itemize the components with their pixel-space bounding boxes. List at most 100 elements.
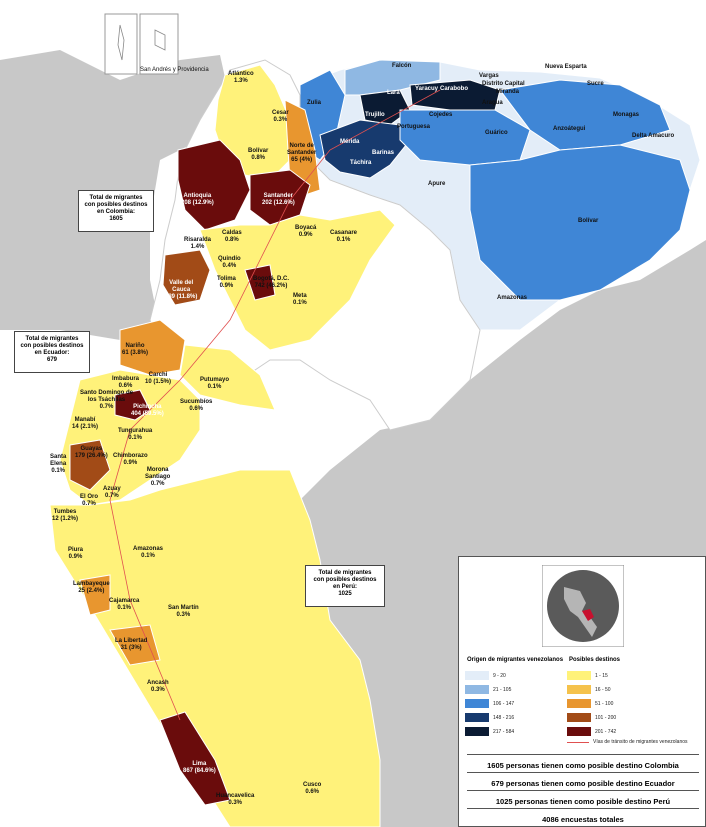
swatch-origin-2-label: 21 - 105 xyxy=(493,687,512,693)
lima-region xyxy=(159,711,231,806)
inset-providencia xyxy=(139,13,179,75)
label-manabi: Manabí 14 (2.1%) xyxy=(72,417,99,430)
label-azuay: Azuay 0.7% xyxy=(103,486,121,499)
label-trujillo: Trujillo xyxy=(365,112,385,118)
swatch-destination-3-label: 51 - 100 xyxy=(595,701,614,707)
swatch-origin-3-label: 106 - 147 xyxy=(493,701,515,707)
swatch-origin-1-label: 9 - 20 xyxy=(493,673,506,679)
label-amazonas-pe: Amazonas 0.1% xyxy=(133,546,164,559)
swatch-destination-5 xyxy=(567,727,591,736)
label-piura: Piura 0.9% xyxy=(68,547,84,560)
legend: Origen de migrantes venezolanos Posibles… xyxy=(458,556,706,827)
swatch-destination-4 xyxy=(567,713,591,722)
swatch-destination-1-label: 1 - 15 xyxy=(595,673,608,679)
label-bogota: Bogotá, D.C. 742 (46.2%) xyxy=(253,276,289,289)
label-sucumbios: Sucumbíos 0.6% xyxy=(180,399,213,412)
label-portuguesa: Portuguesa xyxy=(397,124,431,130)
peru-region xyxy=(49,469,381,827)
migration-route-2 xyxy=(329,89,441,151)
label-lima: Lima 867 (84.6%) xyxy=(183,761,216,774)
label-apure: Apure xyxy=(428,181,446,187)
label-huancavelica: Huancavelica 0.3% xyxy=(216,793,255,806)
label-monagas: Monagas xyxy=(613,112,640,118)
label-distrito-capital: Distrito Capital xyxy=(482,81,525,87)
summary-total: 4086 encuestas totales xyxy=(467,808,699,824)
label-putumayo: Putumayo 0.1% xyxy=(200,377,230,390)
total-text-colombia: Total de migrantes con posibles destinos… xyxy=(84,195,148,222)
label-lambayeque: Lambayeque 25 (2.4%) xyxy=(73,581,110,594)
label-santander: Santander 202 (12.6%) xyxy=(262,193,295,206)
label-lara: Lara xyxy=(387,90,400,96)
label-yaracuy: Yaracuy xyxy=(415,86,439,92)
label-cojedes: Cojedes xyxy=(429,112,453,118)
total-box-peru: Total de migrantes con posibles destinos… xyxy=(305,565,385,607)
label-tachira: Táchira xyxy=(350,160,372,166)
label-ancash: Ancash 0.3% xyxy=(147,680,169,693)
label-atlantico: Atlántico 1.3% xyxy=(228,71,254,84)
inset-label: San Andrés y Providencia xyxy=(140,67,209,73)
swatch-origin-4 xyxy=(465,713,489,722)
bolivar-ve-region xyxy=(469,144,691,301)
label-guayas: Guayas 179 (26.4%) xyxy=(75,446,108,459)
norte-santander-region xyxy=(284,99,321,196)
label-valle: Valle del Cauca 189 (11.8%) xyxy=(165,280,198,300)
total-box-colombia: Total de migrantes con posibles destinos… xyxy=(78,190,154,232)
route-line-label: Vías de tránsito de migrantes venezolano… xyxy=(593,739,688,745)
swatch-origin-1 xyxy=(465,671,489,680)
label-tumbes: Tumbes 12 (1.2%) xyxy=(52,509,79,522)
label-guarico: Guárico xyxy=(485,130,508,136)
swatch-origin-3 xyxy=(465,699,489,708)
label-falcon: Falcón xyxy=(392,63,412,69)
label-pichincha: Pichincha 404 (59.5%) xyxy=(131,404,164,417)
label-anzoategui: Anzoátegui xyxy=(553,126,586,132)
label-casanare: Casanare 0.1% xyxy=(330,230,358,243)
globe-locator xyxy=(542,565,624,647)
swatch-destination-1 xyxy=(567,671,591,680)
narino-region xyxy=(119,319,186,376)
pichincha-region xyxy=(114,389,151,421)
label-la-libertad: La Libertad 31 (3%) xyxy=(115,638,148,651)
label-amazonas-ve: Amazonas xyxy=(497,295,528,301)
label-morona: Morona Santiago 0.7% xyxy=(145,467,171,487)
label-cesar: Cesar 0.3% xyxy=(272,110,289,123)
label-chimborazo: Chimborazo 0.9% xyxy=(113,453,148,466)
swatch-destination-2-label: 16 - 50 xyxy=(595,687,611,693)
label-risaralda: Risaralda 1.4% xyxy=(184,237,212,250)
label-bolivar-co: Bolívar 0.8% xyxy=(248,148,269,161)
label-merida: Mérida xyxy=(340,139,360,145)
label-meta: Meta 0.1% xyxy=(293,293,307,306)
label-tungurahua: Tungurahua 0.1% xyxy=(118,428,153,441)
swatch-origin-4-label: 148 - 216 xyxy=(493,715,515,721)
route-line-swatch xyxy=(567,742,589,743)
bogota-region xyxy=(244,264,276,301)
label-nueva-esparta: Nueva Esparta xyxy=(545,64,587,70)
label-miranda: Miranda xyxy=(496,89,520,95)
summary-ecuador: 679 personas tienen como posible destino… xyxy=(467,772,699,788)
label-santa-elena: Santa Elena 0.1% xyxy=(50,454,67,474)
total-text-peru: Total de migrantes con posibles destinos… xyxy=(313,570,377,597)
swatch-destination-4-label: 101 - 200 xyxy=(595,715,617,721)
summary-colombia: 1605 personas tienen como posible destin… xyxy=(467,754,699,770)
label-antioquia: Antioquia 208 (12.9%) xyxy=(181,193,214,206)
putumayo-region xyxy=(179,344,276,411)
label-san-martin: San Martín 0.3% xyxy=(168,605,199,618)
label-narino: Nariño 61 (3.8%) xyxy=(122,343,149,356)
summary-peru: 1025 personas tienen como posible destin… xyxy=(467,790,699,806)
andes-venezuela-region xyxy=(319,119,411,179)
antioquia-region xyxy=(177,139,251,231)
east-venezuela-region xyxy=(499,79,671,151)
label-zulia: Zulia xyxy=(307,100,322,106)
label-santo-domingo: Santo Domingo de los Tsáchilas 0.7% xyxy=(80,390,133,410)
inset-san-andres xyxy=(104,13,138,75)
swatch-destination-5-label: 201 - 742 xyxy=(595,729,617,735)
label-cusco: Cusco 0.6% xyxy=(303,782,322,795)
migration-route xyxy=(109,149,331,721)
label-quindio: Quindío 0.4% xyxy=(218,256,241,269)
label-vargas: Vargas xyxy=(479,73,499,79)
label-tolima: Tolima 0.9% xyxy=(217,276,236,289)
lambayeque-region xyxy=(79,574,111,616)
swatch-destination-3 xyxy=(567,699,591,708)
swatch-origin-5 xyxy=(465,727,489,736)
